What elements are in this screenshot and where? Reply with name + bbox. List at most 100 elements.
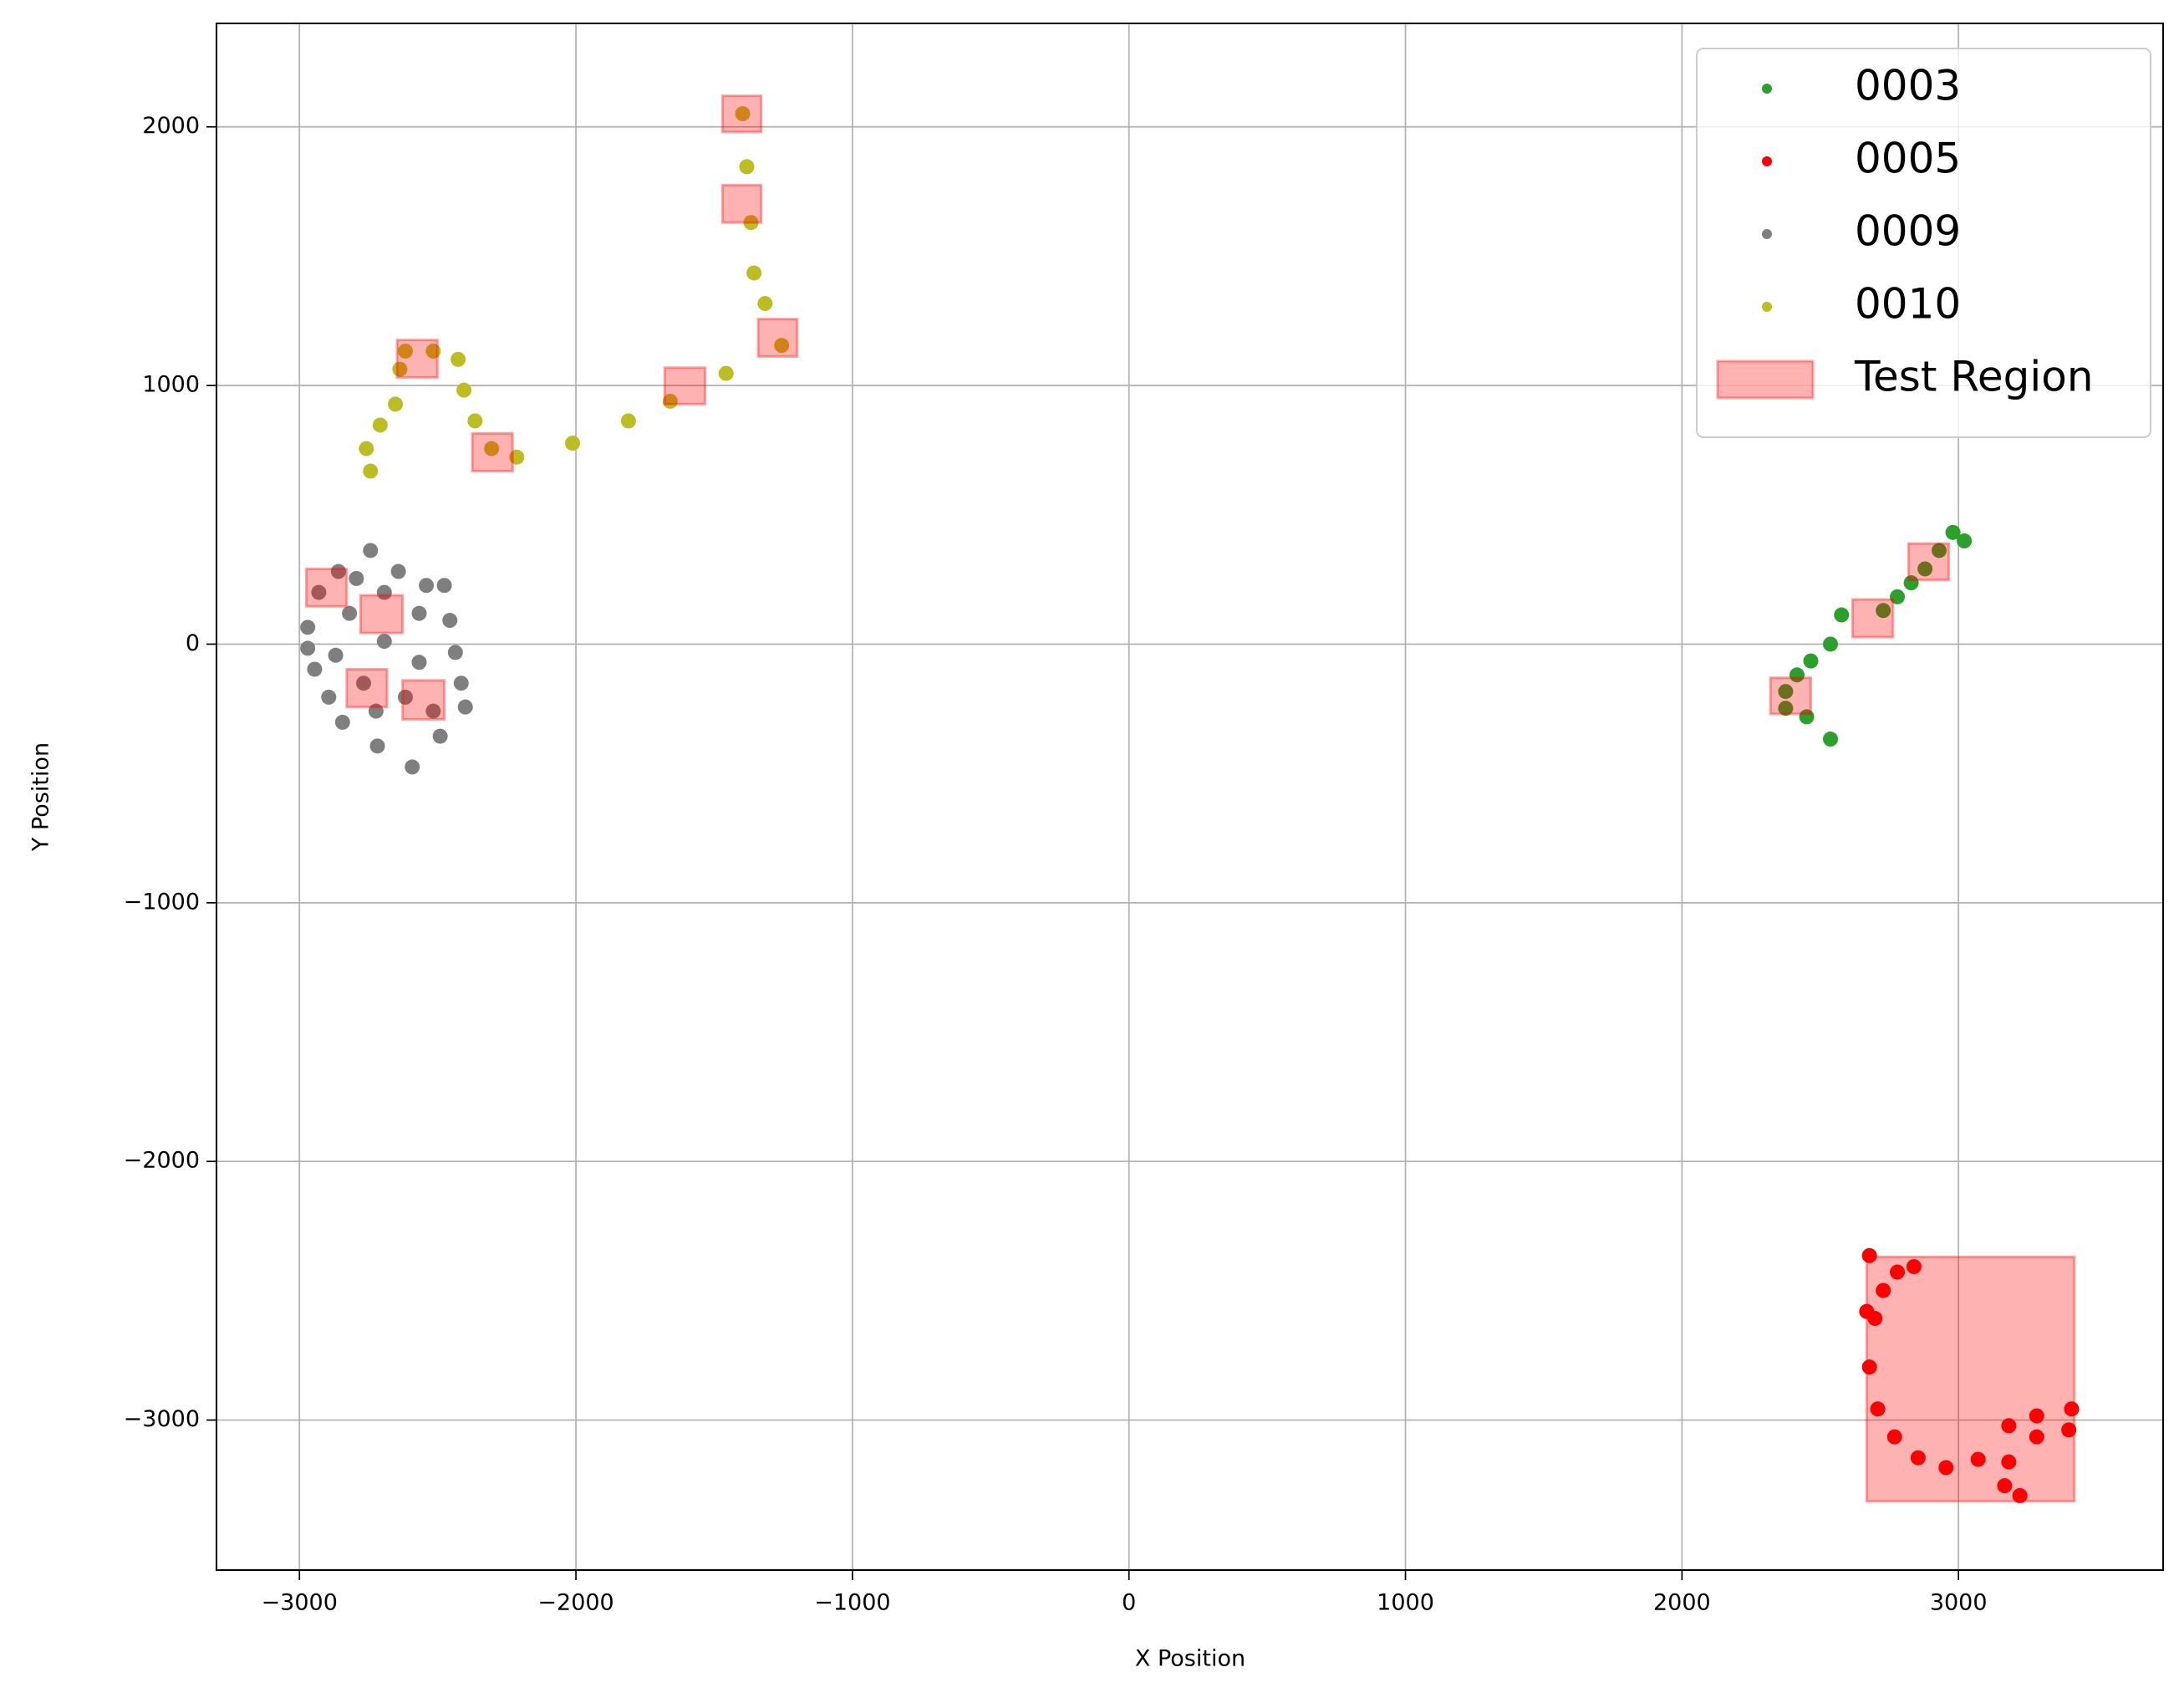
test-region — [663, 366, 707, 405]
point — [1861, 1247, 1877, 1263]
point — [1910, 1450, 1926, 1466]
test-region — [345, 667, 389, 709]
y-tick-label: −3000 — [124, 1406, 200, 1432]
point — [1945, 524, 1961, 540]
point — [2029, 1429, 2044, 1445]
point — [757, 296, 773, 312]
point — [1997, 1478, 2013, 1494]
point — [376, 634, 392, 650]
point — [484, 441, 500, 456]
point — [1890, 1264, 1906, 1280]
x-tick-label: 3000 — [1930, 1590, 1988, 1616]
point — [376, 584, 392, 600]
point — [1970, 1451, 1986, 1467]
plot-area — [216, 23, 2163, 1570]
y-tick-label: −1000 — [124, 889, 200, 915]
point — [2061, 1422, 2077, 1438]
point — [342, 605, 358, 621]
point — [1799, 709, 1815, 725]
point — [1890, 589, 1906, 604]
legend-marker — [1762, 84, 1772, 94]
point — [1803, 653, 1819, 669]
point — [1886, 1429, 1902, 1445]
point — [743, 215, 759, 231]
x-tick-label: 1000 — [1377, 1590, 1434, 1616]
point — [405, 759, 420, 775]
point — [349, 570, 364, 586]
point — [509, 449, 525, 465]
point — [1876, 1282, 1891, 1298]
point — [425, 703, 441, 719]
point — [1957, 533, 1973, 549]
point — [419, 578, 435, 594]
point — [1823, 636, 1839, 652]
point — [447, 645, 463, 660]
point — [321, 689, 337, 705]
legend-label: 0005 — [1855, 135, 1961, 183]
point — [746, 265, 762, 281]
test-region — [1769, 676, 1813, 716]
point — [2029, 1408, 2044, 1424]
point — [390, 563, 406, 579]
x-tick-label: 0 — [1122, 1590, 1136, 1616]
point — [369, 738, 385, 754]
point — [363, 543, 379, 558]
point — [739, 159, 755, 175]
test-region — [720, 183, 763, 224]
point — [1906, 1259, 1922, 1275]
point — [355, 676, 371, 691]
test-region — [305, 567, 349, 608]
point — [372, 417, 388, 433]
test-region — [471, 431, 514, 473]
test-region — [401, 679, 446, 721]
legend-label: 0003 — [1855, 62, 1961, 110]
legend-marker — [1762, 302, 1772, 312]
test-region — [1907, 542, 1951, 582]
point — [359, 441, 374, 456]
point — [1870, 1401, 1886, 1417]
x-tick-label: −3000 — [262, 1590, 338, 1616]
y-axis-label: Y Position — [28, 742, 54, 852]
plot-frame — [216, 23, 2164, 1571]
point — [334, 714, 350, 730]
point — [1778, 684, 1794, 700]
point — [300, 640, 316, 656]
point — [1861, 1359, 1877, 1375]
point — [662, 393, 678, 409]
legend-box — [1696, 48, 2151, 438]
point — [1932, 543, 1947, 558]
x-tick-label: −1000 — [814, 1590, 890, 1616]
legend-marker — [1762, 229, 1772, 239]
point — [2001, 1418, 2017, 1434]
point — [300, 620, 316, 635]
point — [620, 413, 636, 429]
point — [774, 338, 790, 354]
point — [328, 647, 344, 663]
test-region — [1865, 1255, 2076, 1503]
point — [453, 676, 469, 691]
test-region — [359, 594, 405, 635]
point — [442, 613, 458, 629]
point — [1917, 561, 1933, 577]
point — [467, 413, 483, 429]
point — [735, 105, 751, 121]
point — [432, 728, 448, 744]
point — [451, 351, 466, 367]
point — [1903, 575, 1919, 591]
test-region — [720, 94, 763, 134]
point — [718, 365, 734, 381]
point — [307, 661, 323, 677]
point — [368, 703, 384, 719]
point — [456, 382, 472, 398]
point — [2012, 1487, 2028, 1503]
point — [457, 699, 473, 715]
point — [311, 584, 327, 600]
point — [1823, 732, 1839, 747]
point — [425, 343, 441, 359]
point — [1789, 667, 1805, 683]
point — [397, 689, 413, 705]
x-tick-label: −2000 — [537, 1590, 613, 1616]
point — [565, 436, 581, 451]
point — [1867, 1310, 1883, 1326]
x-axis-label: X Position — [1135, 1646, 1245, 1672]
